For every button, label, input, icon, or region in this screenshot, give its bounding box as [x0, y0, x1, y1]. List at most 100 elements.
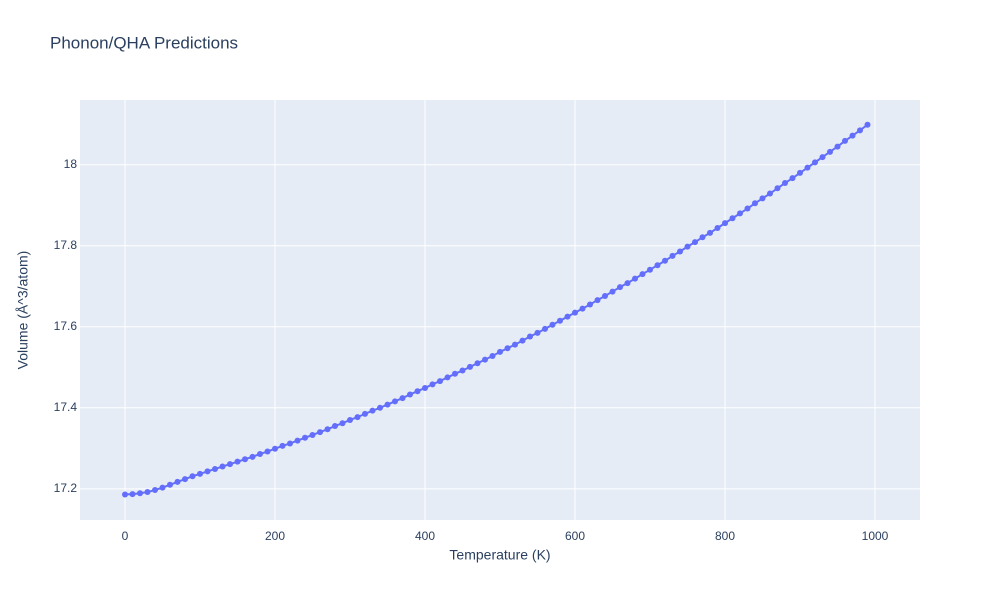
x-tick-label: 200: [265, 529, 285, 543]
data-point: [369, 407, 376, 414]
x-axis-label: Temperature (K): [449, 547, 550, 563]
data-point: [182, 476, 188, 483]
data-point: [684, 243, 691, 250]
data-point: [122, 491, 128, 498]
data-point: [609, 288, 616, 295]
x-tick-label: 400: [415, 529, 435, 543]
data-point: [834, 143, 841, 150]
data-point: [279, 442, 286, 449]
data-point: [429, 381, 436, 388]
data-point: [339, 420, 346, 427]
x-tick-label: 1000: [862, 529, 889, 543]
data-point: [294, 437, 301, 444]
data-point: [377, 404, 383, 411]
x-tick-label: 800: [715, 529, 735, 543]
data-point: [459, 367, 466, 374]
x-tick-label: 600: [565, 529, 585, 543]
data-point: [212, 465, 218, 472]
chart-title: Phonon/QHA Predictions: [50, 33, 238, 52]
data-point: [452, 370, 458, 377]
data-point: [504, 345, 511, 352]
data-point: [399, 395, 406, 402]
data-point: [362, 410, 368, 417]
data-point: [767, 190, 773, 197]
data-point: [542, 325, 548, 332]
data-point: [639, 271, 646, 278]
data-point: [707, 229, 713, 236]
data-point: [437, 378, 443, 385]
data-point: [264, 448, 271, 455]
data-point: [752, 200, 758, 207]
data-point: [249, 453, 256, 460]
data-point: [587, 301, 593, 308]
data-point: [272, 445, 278, 452]
data-point: [512, 341, 518, 348]
data-point: [159, 484, 166, 491]
data-point: [722, 220, 728, 227]
data-point: [572, 309, 578, 316]
data-point: [737, 210, 743, 217]
data-point: [444, 374, 451, 381]
data-point: [549, 321, 556, 328]
data-point: [632, 275, 638, 282]
data-point: [579, 305, 586, 312]
data-point: [414, 388, 421, 395]
y-tick-label: 17.4: [54, 400, 78, 414]
data-point: [804, 164, 811, 171]
data-point: [797, 169, 803, 176]
data-point: [482, 356, 488, 363]
data-point: [782, 180, 788, 187]
data-point: [242, 456, 248, 463]
data-point: [467, 363, 473, 370]
data-point: [744, 205, 751, 212]
y-tick-label: 17.6: [54, 319, 78, 333]
data-point: [699, 234, 706, 241]
data-point: [729, 215, 736, 222]
data-point: [714, 224, 721, 231]
data-point: [144, 489, 151, 496]
data-point: [167, 481, 173, 488]
data-point: [827, 148, 833, 155]
data-point: [519, 337, 526, 344]
data-point: [287, 440, 293, 447]
data-point: [647, 266, 653, 273]
data-point: [174, 478, 181, 485]
data-point: [677, 248, 683, 255]
data-point: [812, 159, 818, 166]
data-point: [152, 487, 158, 494]
data-point: [534, 329, 541, 336]
data-point: [662, 257, 668, 264]
data-point: [842, 137, 848, 144]
data-point: [219, 463, 226, 470]
data-point: [354, 414, 361, 421]
data-point: [324, 426, 331, 433]
data-point: [789, 175, 796, 182]
data-line: [124, 123, 869, 496]
data-point: [204, 468, 211, 475]
y-tick-label: 17.8: [54, 238, 78, 252]
data-point: [849, 132, 856, 139]
data-point: [137, 490, 143, 497]
data-point: [692, 239, 698, 246]
data-point: [317, 429, 323, 436]
data-point: [392, 398, 398, 405]
y-axis-label: Volume (Å^3/atom): [15, 251, 31, 370]
data-point: [819, 154, 826, 161]
data-point: [474, 360, 481, 367]
data-point: [332, 423, 338, 430]
data-point: [497, 348, 503, 355]
data-point: [624, 280, 631, 287]
data-point: [234, 458, 241, 465]
data-point: [759, 195, 766, 202]
data-point: [602, 293, 608, 300]
data-point: [197, 470, 203, 477]
data-point: [857, 127, 863, 134]
data-point: [129, 491, 136, 498]
data-point: [384, 401, 391, 408]
plot-area: [80, 100, 920, 520]
data-point: [864, 121, 871, 128]
data-point: [309, 431, 316, 438]
data-point: [774, 185, 781, 192]
data-point: [594, 297, 601, 304]
